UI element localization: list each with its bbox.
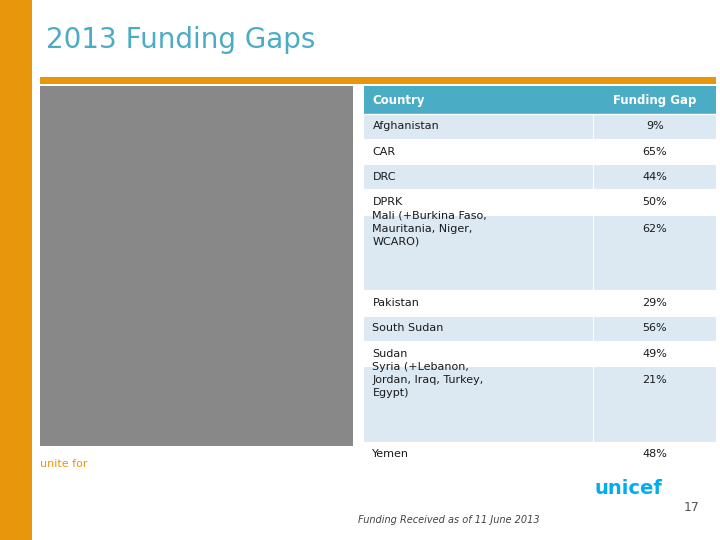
Text: 29%: 29% xyxy=(642,298,667,308)
Text: 2013 Funding Gaps: 2013 Funding Gaps xyxy=(46,26,316,53)
Text: Yemen: Yemen xyxy=(372,449,410,460)
Text: 50%: 50% xyxy=(642,197,667,207)
Text: Country: Country xyxy=(372,93,425,106)
Bar xyxy=(364,341,716,366)
Text: 48%: 48% xyxy=(642,449,667,460)
Bar xyxy=(364,114,716,139)
Text: Funding Received as of 11 June 2013: Funding Received as of 11 June 2013 xyxy=(358,515,539,524)
Text: Pakistan: Pakistan xyxy=(372,298,419,308)
Text: 21%: 21% xyxy=(642,375,667,385)
Bar xyxy=(364,291,716,316)
Bar xyxy=(364,442,716,467)
Bar xyxy=(364,139,716,164)
Text: CAR: CAR xyxy=(372,146,395,157)
Text: Sudan: Sudan xyxy=(372,348,408,359)
Bar xyxy=(364,190,716,215)
Text: 9%: 9% xyxy=(646,122,664,131)
Bar xyxy=(364,215,716,291)
Text: 62%: 62% xyxy=(642,224,667,234)
Text: unicef: unicef xyxy=(595,480,662,498)
Text: 65%: 65% xyxy=(642,146,667,157)
Bar xyxy=(364,366,716,442)
Text: 44%: 44% xyxy=(642,172,667,182)
Text: DRC: DRC xyxy=(372,172,396,182)
Text: South Sudan: South Sudan xyxy=(372,323,444,333)
Text: children: children xyxy=(40,484,85,495)
Text: 56%: 56% xyxy=(642,323,667,333)
Bar xyxy=(364,316,716,341)
Text: Syria (+Lebanon,
Jordan, Iraq, Turkey,
Egypt): Syria (+Lebanon, Jordan, Iraq, Turkey, E… xyxy=(372,362,484,398)
Text: unite for: unite for xyxy=(40,459,87,469)
Text: Funding Gap: Funding Gap xyxy=(613,93,696,106)
Text: DPRK: DPRK xyxy=(372,197,402,207)
Bar xyxy=(364,86,716,114)
Text: Afghanistan: Afghanistan xyxy=(372,122,439,131)
Text: 17: 17 xyxy=(683,501,700,514)
Bar xyxy=(364,164,716,190)
Text: Mali (+Burkina Faso,
Mauritania, Niger,
WCARO): Mali (+Burkina Faso, Mauritania, Niger, … xyxy=(372,211,487,246)
Text: 49%: 49% xyxy=(642,348,667,359)
